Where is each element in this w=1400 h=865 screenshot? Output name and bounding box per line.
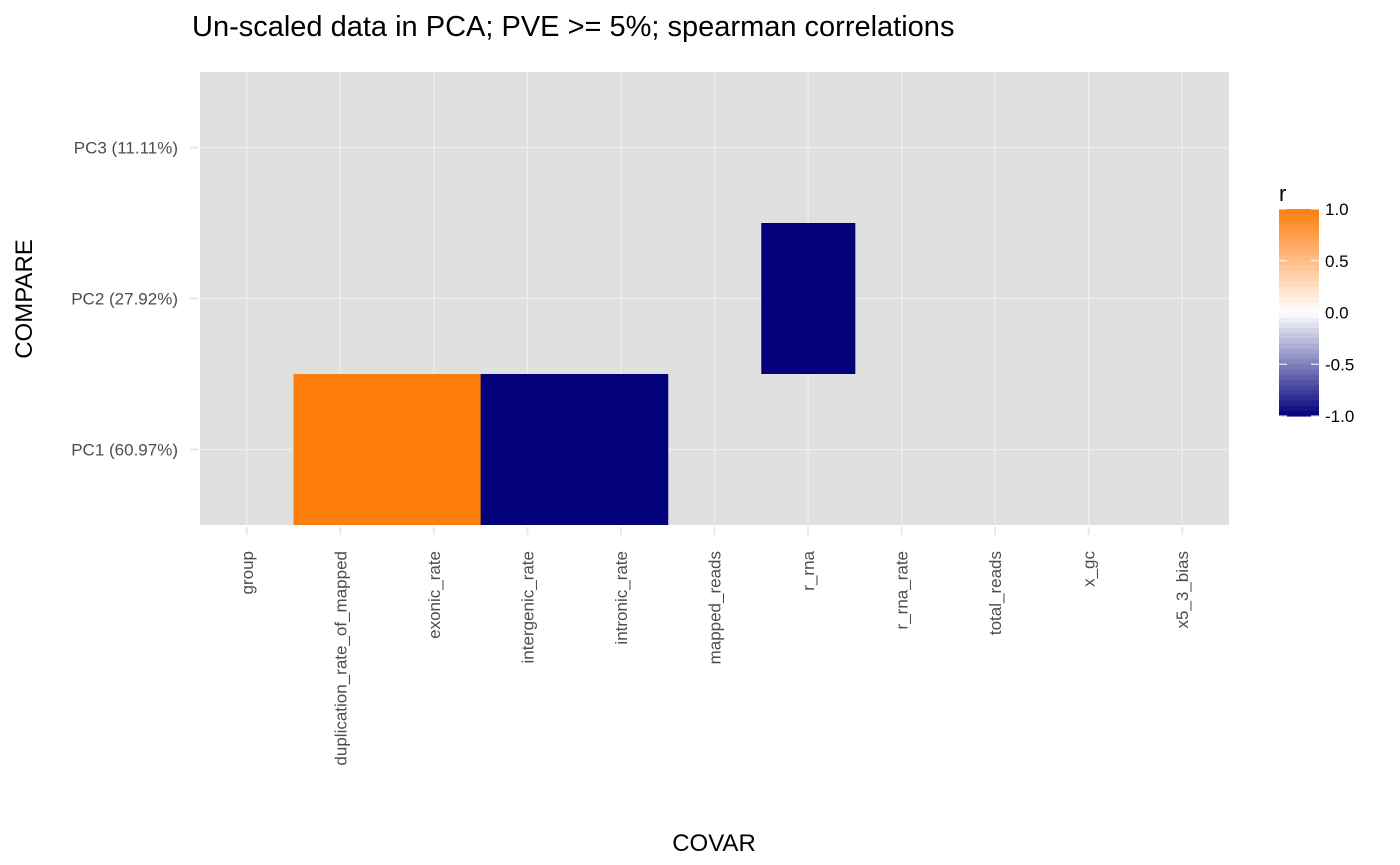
chart-title: Un-scaled data in PCA; PVE >= 5%; spearm… xyxy=(192,11,954,43)
legend-color-step xyxy=(1279,286,1319,293)
legend-color-step xyxy=(1279,343,1319,350)
legend-color-step xyxy=(1279,234,1319,241)
legend-color-step xyxy=(1279,240,1319,246)
legend-color-step xyxy=(1279,359,1319,365)
y-tick-label: PC2 (27.92%) xyxy=(71,290,178,309)
legend-color-step xyxy=(1279,328,1319,334)
legend-color-step xyxy=(1279,369,1319,376)
legend-title: r xyxy=(1279,181,1286,206)
legend-color-step xyxy=(1279,224,1319,231)
x-tick-label: exonic_rate xyxy=(425,551,444,639)
x-tick-label: x_gc xyxy=(1080,551,1099,587)
legend-color-step xyxy=(1279,353,1319,360)
legend-color-step xyxy=(1279,379,1319,386)
legend-color-step xyxy=(1279,250,1319,257)
legend-color-step xyxy=(1279,364,1319,371)
legend-color-step xyxy=(1279,302,1319,308)
legend-color-step xyxy=(1279,281,1319,288)
legend-color-step xyxy=(1279,390,1319,396)
x-tick-label: r_rna xyxy=(799,550,818,590)
y-tick-label: PC1 (60.97%) xyxy=(71,441,178,460)
legend-color-step xyxy=(1279,209,1319,215)
color-legend: r 1.0 0.5 0.0 -0.5 -1.0 xyxy=(1279,181,1354,426)
legend-color-step xyxy=(1279,338,1319,345)
x-tick-label: r_rna_rate xyxy=(893,551,912,629)
x-tick-label: intronic_rate xyxy=(612,551,631,645)
legend-break-label: -1.0 xyxy=(1325,407,1354,426)
x-tick-label: intergenic_rate xyxy=(518,551,537,663)
x-tick-label: x5_3_bias xyxy=(1173,551,1192,629)
heatmap-cell-intronic-rate-pc1 xyxy=(574,374,669,525)
legend-color-step xyxy=(1279,296,1319,303)
heatmap-cell-duplication-rate-of-mapped-pc1 xyxy=(293,374,388,525)
legend-color-step xyxy=(1279,245,1319,251)
legend-color-step xyxy=(1279,291,1319,298)
legend-color-step xyxy=(1279,322,1319,329)
heatmap-cell-intergenic-rate-pc1 xyxy=(480,374,575,525)
legend-break-label: 0.0 xyxy=(1325,304,1349,323)
x-axis-title: COVAR xyxy=(672,830,756,857)
legend-color-step xyxy=(1279,271,1319,277)
legend-color-step xyxy=(1279,255,1319,262)
heatmap-cells xyxy=(293,223,856,525)
x-tick-label: duplication_rate_of_mapped xyxy=(331,551,350,766)
legend-color-step xyxy=(1279,400,1319,407)
legend-color-step xyxy=(1279,229,1319,236)
y-axis-ticks: PC1 (60.97%) PC2 (27.92%) PC3 (11.11%) xyxy=(71,139,198,460)
heatmap-cell-exonic-rate-pc1 xyxy=(387,374,482,525)
y-tick-label: PC3 (11.11%) xyxy=(74,139,178,158)
legend-break-label: -0.5 xyxy=(1325,355,1354,374)
x-axis-ticks: group duplication_rate_of_mapped exonic_ra… xyxy=(238,527,1192,766)
legend-break-label: 1.0 xyxy=(1325,200,1349,219)
y-axis-title: COMPARE xyxy=(11,239,38,359)
legend-break-label: 0.5 xyxy=(1325,252,1349,271)
legend-color-step xyxy=(1279,265,1319,272)
legend-color-step xyxy=(1279,395,1319,402)
legend-color-step xyxy=(1279,384,1319,391)
legend-color-step xyxy=(1279,317,1319,324)
x-tick-label: total_reads xyxy=(986,551,1005,635)
legend-color-step xyxy=(1279,374,1319,381)
legend-color-step xyxy=(1279,405,1319,412)
legend-color-step xyxy=(1279,214,1319,220)
legend-color-step xyxy=(1279,307,1319,314)
x-tick-label: mapped_reads xyxy=(706,551,725,664)
heatmap-cell-r-rna-pc2 xyxy=(761,223,856,374)
legend-color-step xyxy=(1279,276,1319,283)
legend-color-step xyxy=(1279,219,1319,226)
legend-color-step xyxy=(1279,312,1319,319)
legend-color-step xyxy=(1279,260,1319,267)
legend-color-step xyxy=(1279,410,1319,417)
legend-color-step xyxy=(1279,333,1319,339)
legend-color-step xyxy=(1279,348,1319,355)
x-tick-label: group xyxy=(238,551,257,594)
